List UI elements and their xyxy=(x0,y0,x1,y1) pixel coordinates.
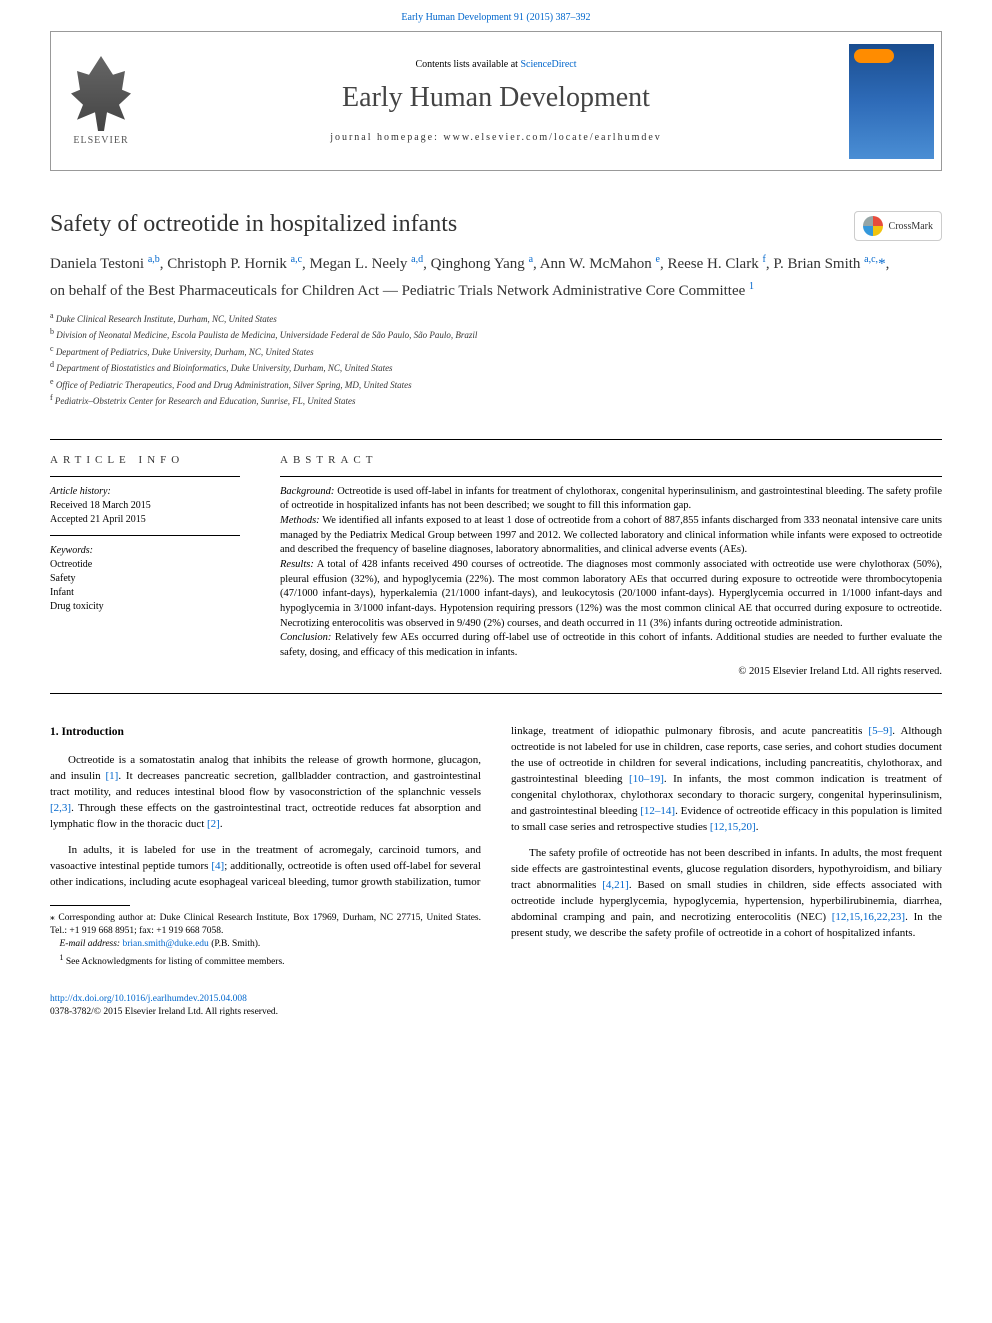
ref-12-15-20[interactable]: [12,15,20] xyxy=(710,821,756,833)
right-column: linkage, treatment of idiopathic pulmona… xyxy=(511,724,942,1019)
journal-reference: Early Human Development 91 (2015) 387–39… xyxy=(0,0,992,31)
crossmark-icon xyxy=(863,216,883,236)
article-title: Safety of octreotide in hospitalized inf… xyxy=(50,211,457,238)
footnote-1: 1 See Acknowledgments for listing of com… xyxy=(50,952,481,969)
affiliation-item: b Division of Neonatal Medicine, Escola … xyxy=(50,326,942,343)
ref-4-21[interactable]: [4,21] xyxy=(602,879,629,891)
contents-prefix: Contents lists available at xyxy=(415,59,520,70)
methods-text: We identified all infants exposed to at … xyxy=(280,515,942,555)
accepted-date: Accepted 21 April 2015 xyxy=(50,513,240,527)
keywords-label: Keywords: xyxy=(50,544,240,558)
abstract-copyright: © 2015 Elsevier Ireland Ltd. All rights … xyxy=(280,665,942,680)
abstract-header: ABSTRACT xyxy=(280,454,942,476)
affiliation-item: e Office of Pediatric Therapeutics, Food… xyxy=(50,376,942,393)
received-date: Received 18 March 2015 xyxy=(50,499,240,513)
ref-nec[interactable]: [12,15,16,22,23] xyxy=(832,911,905,923)
background-label: Background: xyxy=(280,486,334,497)
on-behalf-line: on behalf of the Best Pharmaceuticals fo… xyxy=(50,280,942,302)
sciencedirect-link[interactable]: ScienceDirect xyxy=(520,59,576,70)
background-text: Octreotide is used off-label in infants … xyxy=(280,486,942,512)
journal-name: Early Human Development xyxy=(342,82,650,114)
intro-heading: 1. Introduction xyxy=(50,724,481,741)
publisher-name: ELSEVIER xyxy=(73,135,128,146)
ref-2[interactable]: [2] xyxy=(207,818,220,830)
affiliation-item: c Department of Pediatrics, Duke Univers… xyxy=(50,343,942,360)
keyword-item: Infant xyxy=(50,586,240,600)
conclusion-text: Relatively few AEs occurred during off-l… xyxy=(280,632,942,658)
methods-label: Methods: xyxy=(280,515,320,526)
intro-para-4: The safety profile of octreotide has not… xyxy=(511,846,942,942)
conclusion-label: Conclusion: xyxy=(280,632,331,643)
article-info-header: ARTICLE INFO xyxy=(50,454,240,476)
left-column: 1. Introduction Octreotide is a somatost… xyxy=(50,724,481,1019)
ref-5-9[interactable]: [5–9] xyxy=(868,725,892,737)
homepage-label: journal homepage: xyxy=(330,132,443,143)
crossmark-label: CrossMark xyxy=(889,221,933,232)
corresponding-author: ⁎ Corresponding author at: Duke Clinical… xyxy=(50,912,481,939)
journal-center: Contents lists available at ScienceDirec… xyxy=(151,32,841,170)
intro-para-3: linkage, treatment of idiopathic pulmona… xyxy=(511,724,942,836)
ref-10-19[interactable]: [10–19] xyxy=(629,773,664,785)
footnotes-block: ⁎ Corresponding author at: Duke Clinical… xyxy=(50,912,481,969)
history-label: Article history: xyxy=(50,485,240,499)
keyword-item: Safety xyxy=(50,572,240,586)
elsevier-tree-icon xyxy=(71,56,131,131)
journal-header: ELSEVIER Contents lists available at Sci… xyxy=(50,31,942,171)
email-link[interactable]: brian.smith@duke.edu xyxy=(122,939,208,949)
crossmark-badge[interactable]: CrossMark xyxy=(854,211,942,241)
article-info-panel: ARTICLE INFO Article history: Received 1… xyxy=(50,440,260,694)
intro-para-1: Octreotide is a somatostatin analog that… xyxy=(50,753,481,833)
authors-list: Daniela Testoni a,b, Christoph P. Hornik… xyxy=(50,252,942,276)
keyword-item: Drug toxicity xyxy=(50,600,240,614)
homepage-line: journal homepage: www.elsevier.com/locat… xyxy=(330,132,662,143)
abstract-panel: ABSTRACT Background: Octreotide is used … xyxy=(260,440,942,694)
ref-12-14[interactable]: [12–14] xyxy=(640,805,675,817)
footnote-rule xyxy=(50,905,130,906)
results-label: Results: xyxy=(280,559,314,570)
doi-link[interactable]: http://dx.doi.org/10.1016/j.earlhumdev.2… xyxy=(50,993,481,1006)
doi-block: http://dx.doi.org/10.1016/j.earlhumdev.2… xyxy=(50,993,481,1020)
behalf-text: on behalf of the Best Pharmaceuticals fo… xyxy=(50,283,749,299)
ref-2-3[interactable]: [2,3] xyxy=(50,802,71,814)
contents-line: Contents lists available at ScienceDirec… xyxy=(415,59,576,70)
homepage-url[interactable]: www.elsevier.com/locate/earlhumdev xyxy=(443,132,661,143)
issn-copyright: 0378-3782/© 2015 Elsevier Ireland Ltd. A… xyxy=(50,1006,481,1019)
cover-badge-icon xyxy=(854,49,894,63)
affiliation-item: a Duke Clinical Research Institute, Durh… xyxy=(50,310,942,327)
article-history-block: Article history: Received 18 March 2015 … xyxy=(50,476,240,535)
cover-image xyxy=(849,44,934,159)
affiliation-item: d Department of Biostatistics and Bioinf… xyxy=(50,359,942,376)
affiliation-item: f Pediatrix–Obstetrix Center for Researc… xyxy=(50,392,942,409)
ref-1[interactable]: [1] xyxy=(106,770,119,782)
journal-cover xyxy=(841,32,941,170)
ref-4[interactable]: [4] xyxy=(211,860,224,872)
affiliations-block: a Duke Clinical Research Institute, Durh… xyxy=(50,310,942,409)
keywords-block: Keywords: OctreotideSafetyInfantDrug tox… xyxy=(50,535,240,622)
keyword-item: Octreotide xyxy=(50,558,240,572)
publisher-logo: ELSEVIER xyxy=(51,32,151,170)
intro-para-2: In adults, it is labeled for use in the … xyxy=(50,843,481,891)
results-text: A total of 428 infants received 490 cour… xyxy=(280,559,942,629)
email-line: E-mail address: brian.smith@duke.edu (P.… xyxy=(50,938,481,951)
behalf-sup: 1 xyxy=(749,281,754,292)
abstract-body: Background: Octreotide is used off-label… xyxy=(280,476,942,680)
